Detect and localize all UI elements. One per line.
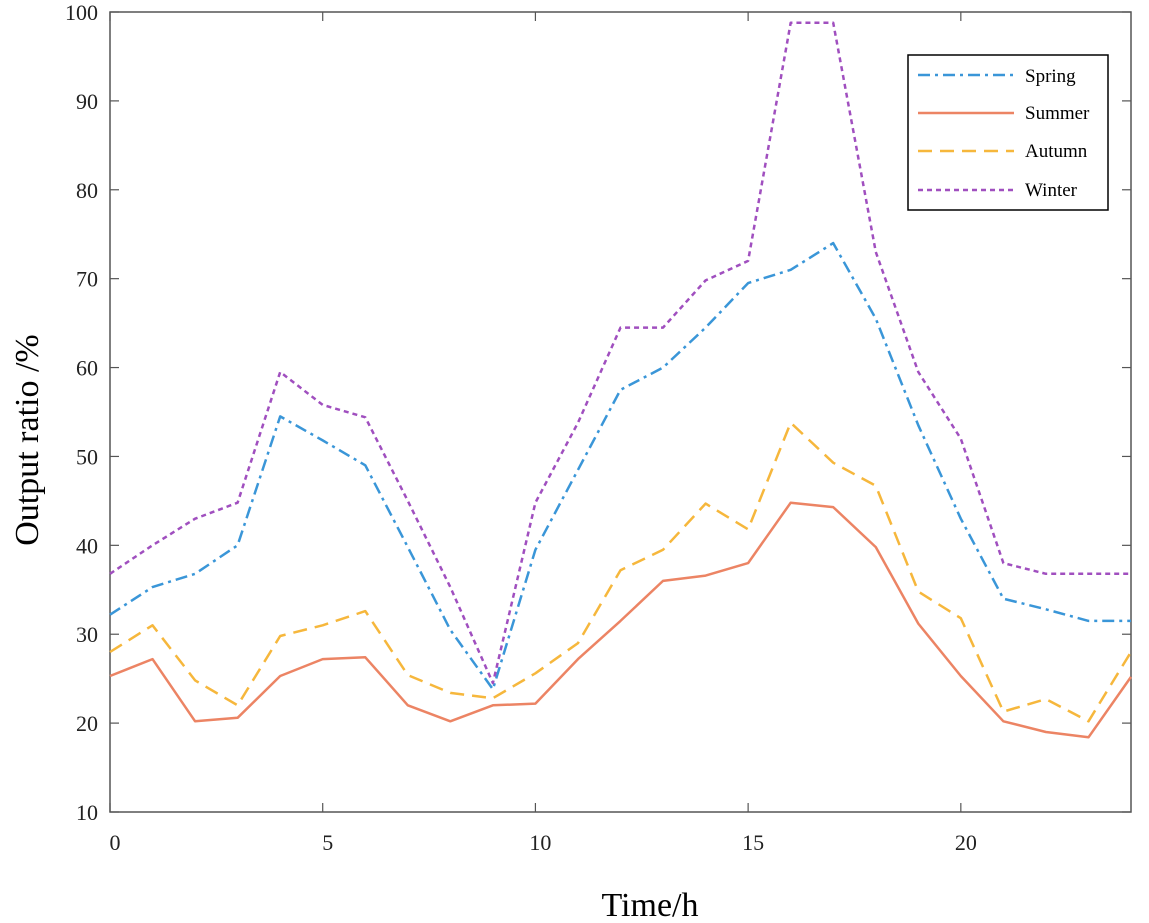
y-tick-label-10: 10 — [76, 800, 98, 825]
y-tick-label-90: 90 — [76, 89, 98, 114]
series-line-winter — [109, 21, 1131, 685]
y-tick-label-50: 50 — [76, 444, 98, 469]
legend-label-summer: Summer — [1025, 103, 1090, 124]
x-tick-label-0: 0 — [110, 830, 121, 855]
y-tick-label-70: 70 — [76, 267, 98, 292]
x-axis: 0 5 10 15 20 — [109, 12, 977, 855]
x-tick-label-20: 20 — [955, 830, 977, 855]
legend-label-winter: Winter — [1025, 180, 1078, 201]
series-line-summer — [109, 501, 1133, 739]
series-lines — [109, 21, 1133, 739]
y-axis: 10 20 30 40 50 60 70 80 90 100 — [65, 0, 1131, 825]
y-tick-label-80: 80 — [76, 178, 98, 203]
y-axis-title: Output ratio /% — [9, 334, 46, 546]
x-tick-label-15: 15 — [742, 830, 764, 855]
series-line-autumn — [109, 421, 1133, 723]
y-tick-label-30: 30 — [76, 622, 98, 647]
y-tick-label-20: 20 — [76, 711, 98, 736]
x-tick-label-5: 5 — [322, 830, 333, 855]
legend: Spring Summer Autumn Winter — [907, 54, 1109, 211]
x-axis-title: Time/h — [601, 887, 698, 923]
x-tick-label-10: 10 — [529, 830, 551, 855]
legend-box — [907, 54, 1109, 211]
legend-label-spring: Spring — [1025, 66, 1076, 87]
legend-label-autumn: Autumn — [1025, 141, 1088, 162]
series-line-spring — [109, 241, 1131, 691]
y-tick-label-60: 60 — [76, 356, 98, 381]
y-tick-label-40: 40 — [76, 533, 98, 558]
y-tick-label-100: 100 — [65, 0, 98, 25]
